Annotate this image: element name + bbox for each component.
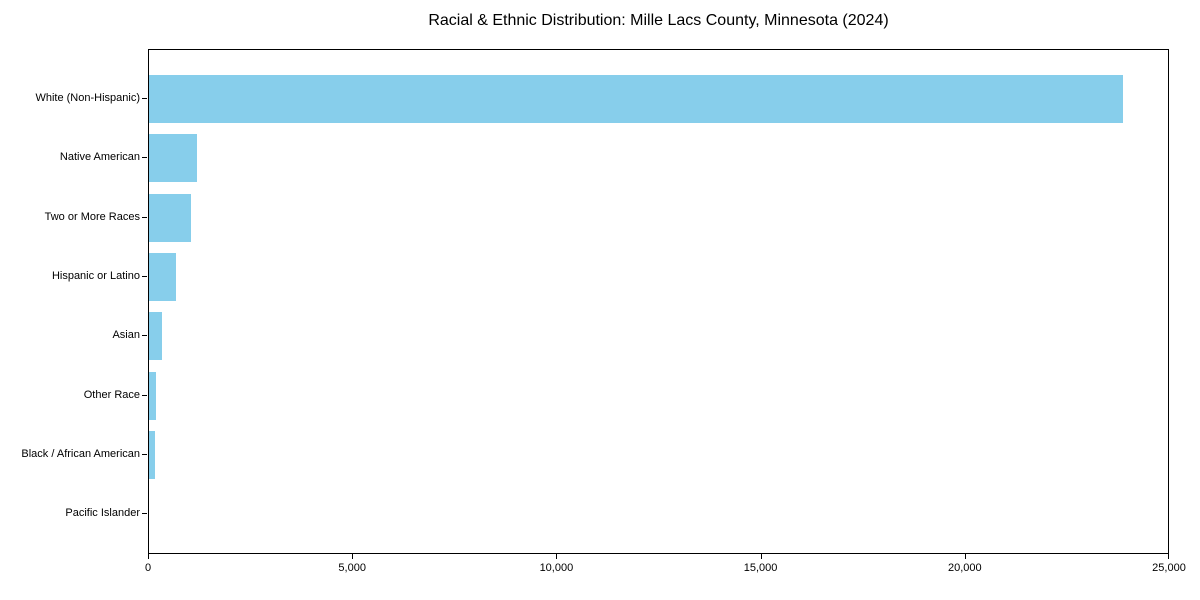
x-tick-20000 — [965, 554, 966, 559]
bar-asian — [149, 312, 163, 361]
x-axis-label-5000: 5,000 — [338, 562, 366, 574]
x-tick-15000 — [761, 554, 762, 559]
bar-two-or-more-races — [149, 193, 192, 242]
x-axis-label-10000: 10,000 — [539, 562, 574, 574]
y-tick-pacific-islander — [142, 513, 147, 514]
y-axis-label-black-african-american: Black / African American — [21, 447, 140, 460]
x-tick-25000 — [1168, 554, 1169, 559]
x-axis-label-0: 0 — [144, 562, 152, 574]
bar-black-african-american — [149, 430, 156, 479]
plot-area — [148, 49, 1169, 554]
bar-white-non-hispanic — [149, 75, 1124, 123]
y-tick-hispanic-or-latino — [142, 276, 147, 277]
bar-hispanic-or-latino — [149, 252, 176, 301]
bar-other-race — [149, 371, 156, 420]
x-axis-label-25000: 25,000 — [1152, 562, 1186, 574]
y-tick-other-race — [142, 395, 147, 396]
y-axis-label-other-race: Other Race — [83, 388, 140, 401]
y-axis-label-asian: Asian — [112, 329, 140, 342]
y-axis-label-pacific-islander: Pacific Islander — [65, 507, 140, 520]
x-axis-label-20000: 20,000 — [947, 562, 982, 574]
y-axis-label-hispanic-or-latino: Hispanic or Latino — [51, 269, 140, 282]
y-tick-white-non-hispanic — [142, 98, 147, 99]
y-axis-label-native-american: Native American — [59, 151, 140, 164]
chart-title: Racial & Ethnic Distribution: Mille Lacs… — [428, 12, 889, 29]
y-tick-black-african-american — [142, 454, 147, 455]
x-axis-label-15000: 15,000 — [743, 562, 778, 574]
y-axis-label-white-non-hispanic: White (Non-Hispanic) — [35, 92, 140, 104]
y-tick-native-american — [142, 157, 147, 158]
y-tick-two-or-more-races — [142, 217, 147, 218]
x-tick-5000 — [352, 554, 353, 559]
x-tick-0 — [148, 554, 149, 559]
bar-native-american — [149, 134, 197, 183]
y-tick-asian — [142, 335, 147, 336]
x-tick-10000 — [556, 554, 557, 559]
y-axis-label-two-or-more-races: Two or More Races — [44, 210, 140, 223]
